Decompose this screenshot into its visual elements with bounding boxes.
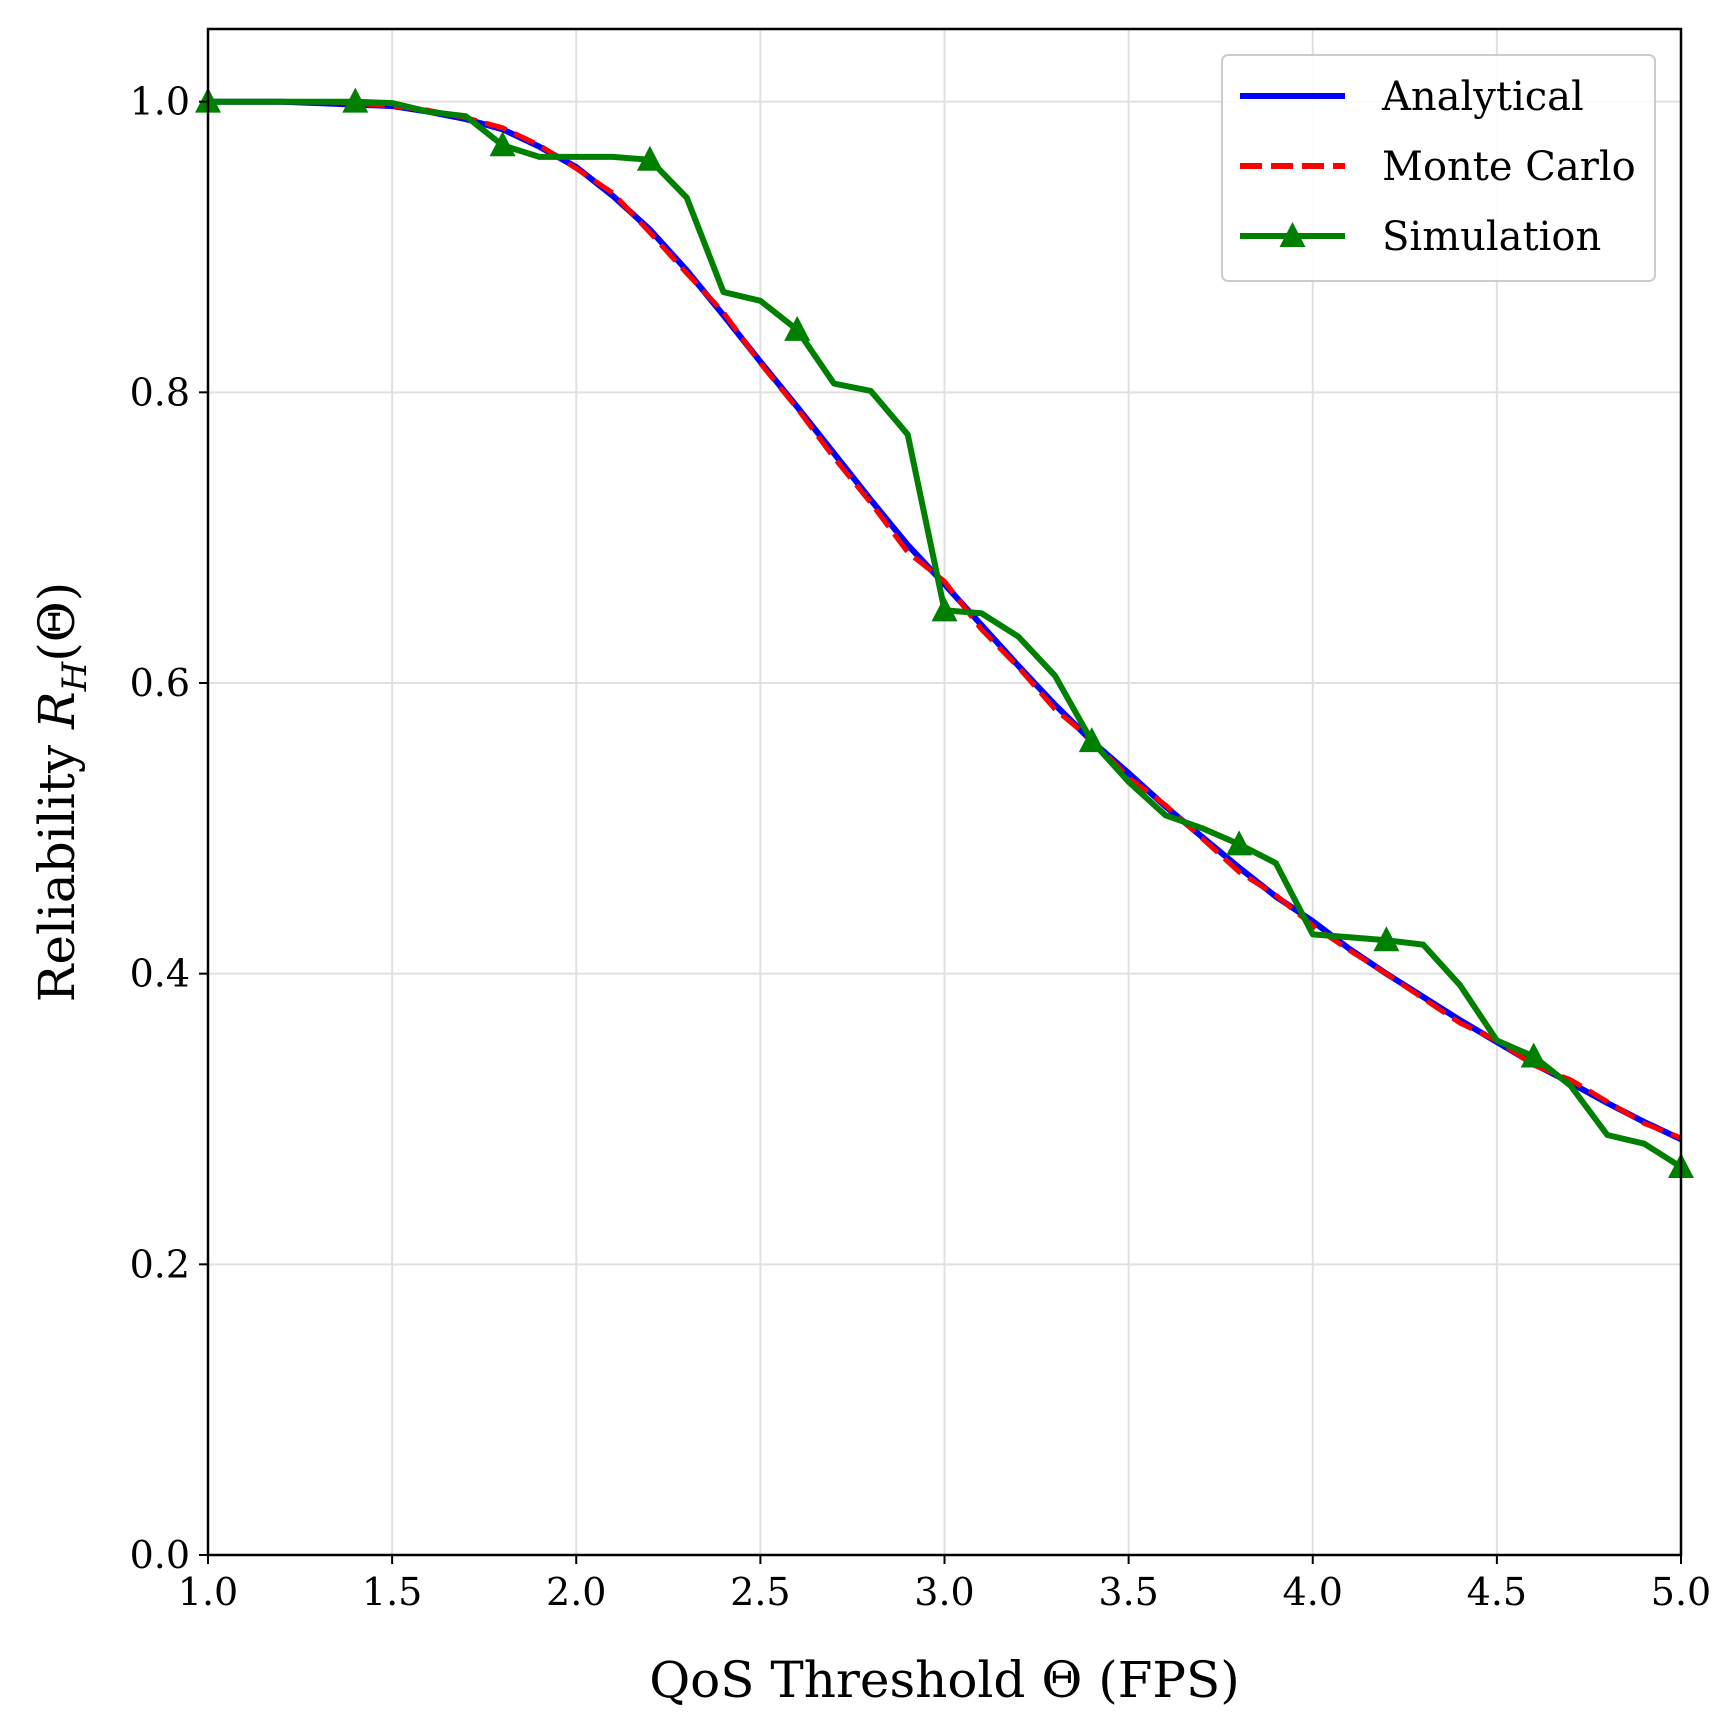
series-marker-simulation bbox=[636, 145, 663, 171]
series-marker-simulation bbox=[931, 596, 958, 622]
y-tick-label: 0.2 bbox=[130, 1242, 190, 1286]
series-marker-simulation bbox=[1078, 727, 1105, 753]
x-axis-title: QoS Threshold Θ (FPS) bbox=[649, 1651, 1240, 1709]
series-marker-simulation bbox=[342, 87, 369, 113]
legend-label-monte-carlo: Monte Carlo bbox=[1382, 144, 1636, 190]
series-marker-simulation bbox=[1373, 926, 1400, 952]
y-axis-title-subscript: H bbox=[55, 660, 95, 692]
y-tick-label: 0.4 bbox=[130, 952, 190, 996]
x-tick-label: 1.0 bbox=[178, 1570, 238, 1614]
series-marker-simulation bbox=[784, 315, 811, 341]
x-tick-label: 3.0 bbox=[914, 1570, 974, 1614]
series-marker-simulation bbox=[489, 131, 516, 157]
x-tick-label: 1.5 bbox=[362, 1570, 422, 1614]
series-line-monte-carlo bbox=[208, 99, 1682, 1141]
x-tick-label: 5.0 bbox=[1651, 1570, 1711, 1614]
series-group bbox=[195, 87, 1694, 1178]
legend-label-simulation: Simulation bbox=[1382, 214, 1601, 260]
y-tick-label: 1.0 bbox=[130, 80, 190, 124]
legend-marker-simulation bbox=[1279, 222, 1306, 247]
series-marker-simulation bbox=[1226, 830, 1253, 856]
x-tick-label: 4.5 bbox=[1467, 1570, 1527, 1614]
y-tick-label: 0.0 bbox=[130, 1533, 190, 1577]
y-axis-title-suffix: (Θ) bbox=[28, 582, 86, 662]
series-marker-simulation bbox=[1520, 1042, 1547, 1068]
y-axis-title-variable: R bbox=[28, 691, 86, 730]
x-tick-label: 3.5 bbox=[1098, 1570, 1158, 1614]
legend: Analytical Monte Carlo Simulation bbox=[1221, 54, 1656, 282]
y-axis-title-prefix: Reliability bbox=[28, 729, 86, 1002]
y-axis-title: Reliability RH(Θ) bbox=[28, 582, 95, 1003]
legend-box bbox=[1221, 54, 1656, 282]
x-tick-label: 2.5 bbox=[730, 1570, 790, 1614]
y-tick-label: 0.8 bbox=[130, 370, 190, 414]
ticks: 1.0 1.5 2.0 2.5 3.0 3.5 4.0 4.5 5.0 0.0 0.2 0.4 0.6 0… bbox=[130, 80, 1712, 1614]
x-tick-label: 2.0 bbox=[546, 1570, 606, 1614]
legend-label-analytical: Analytical bbox=[1381, 74, 1584, 120]
x-tick-label: 4.0 bbox=[1283, 1570, 1343, 1614]
y-tick-label: 0.6 bbox=[130, 661, 190, 705]
